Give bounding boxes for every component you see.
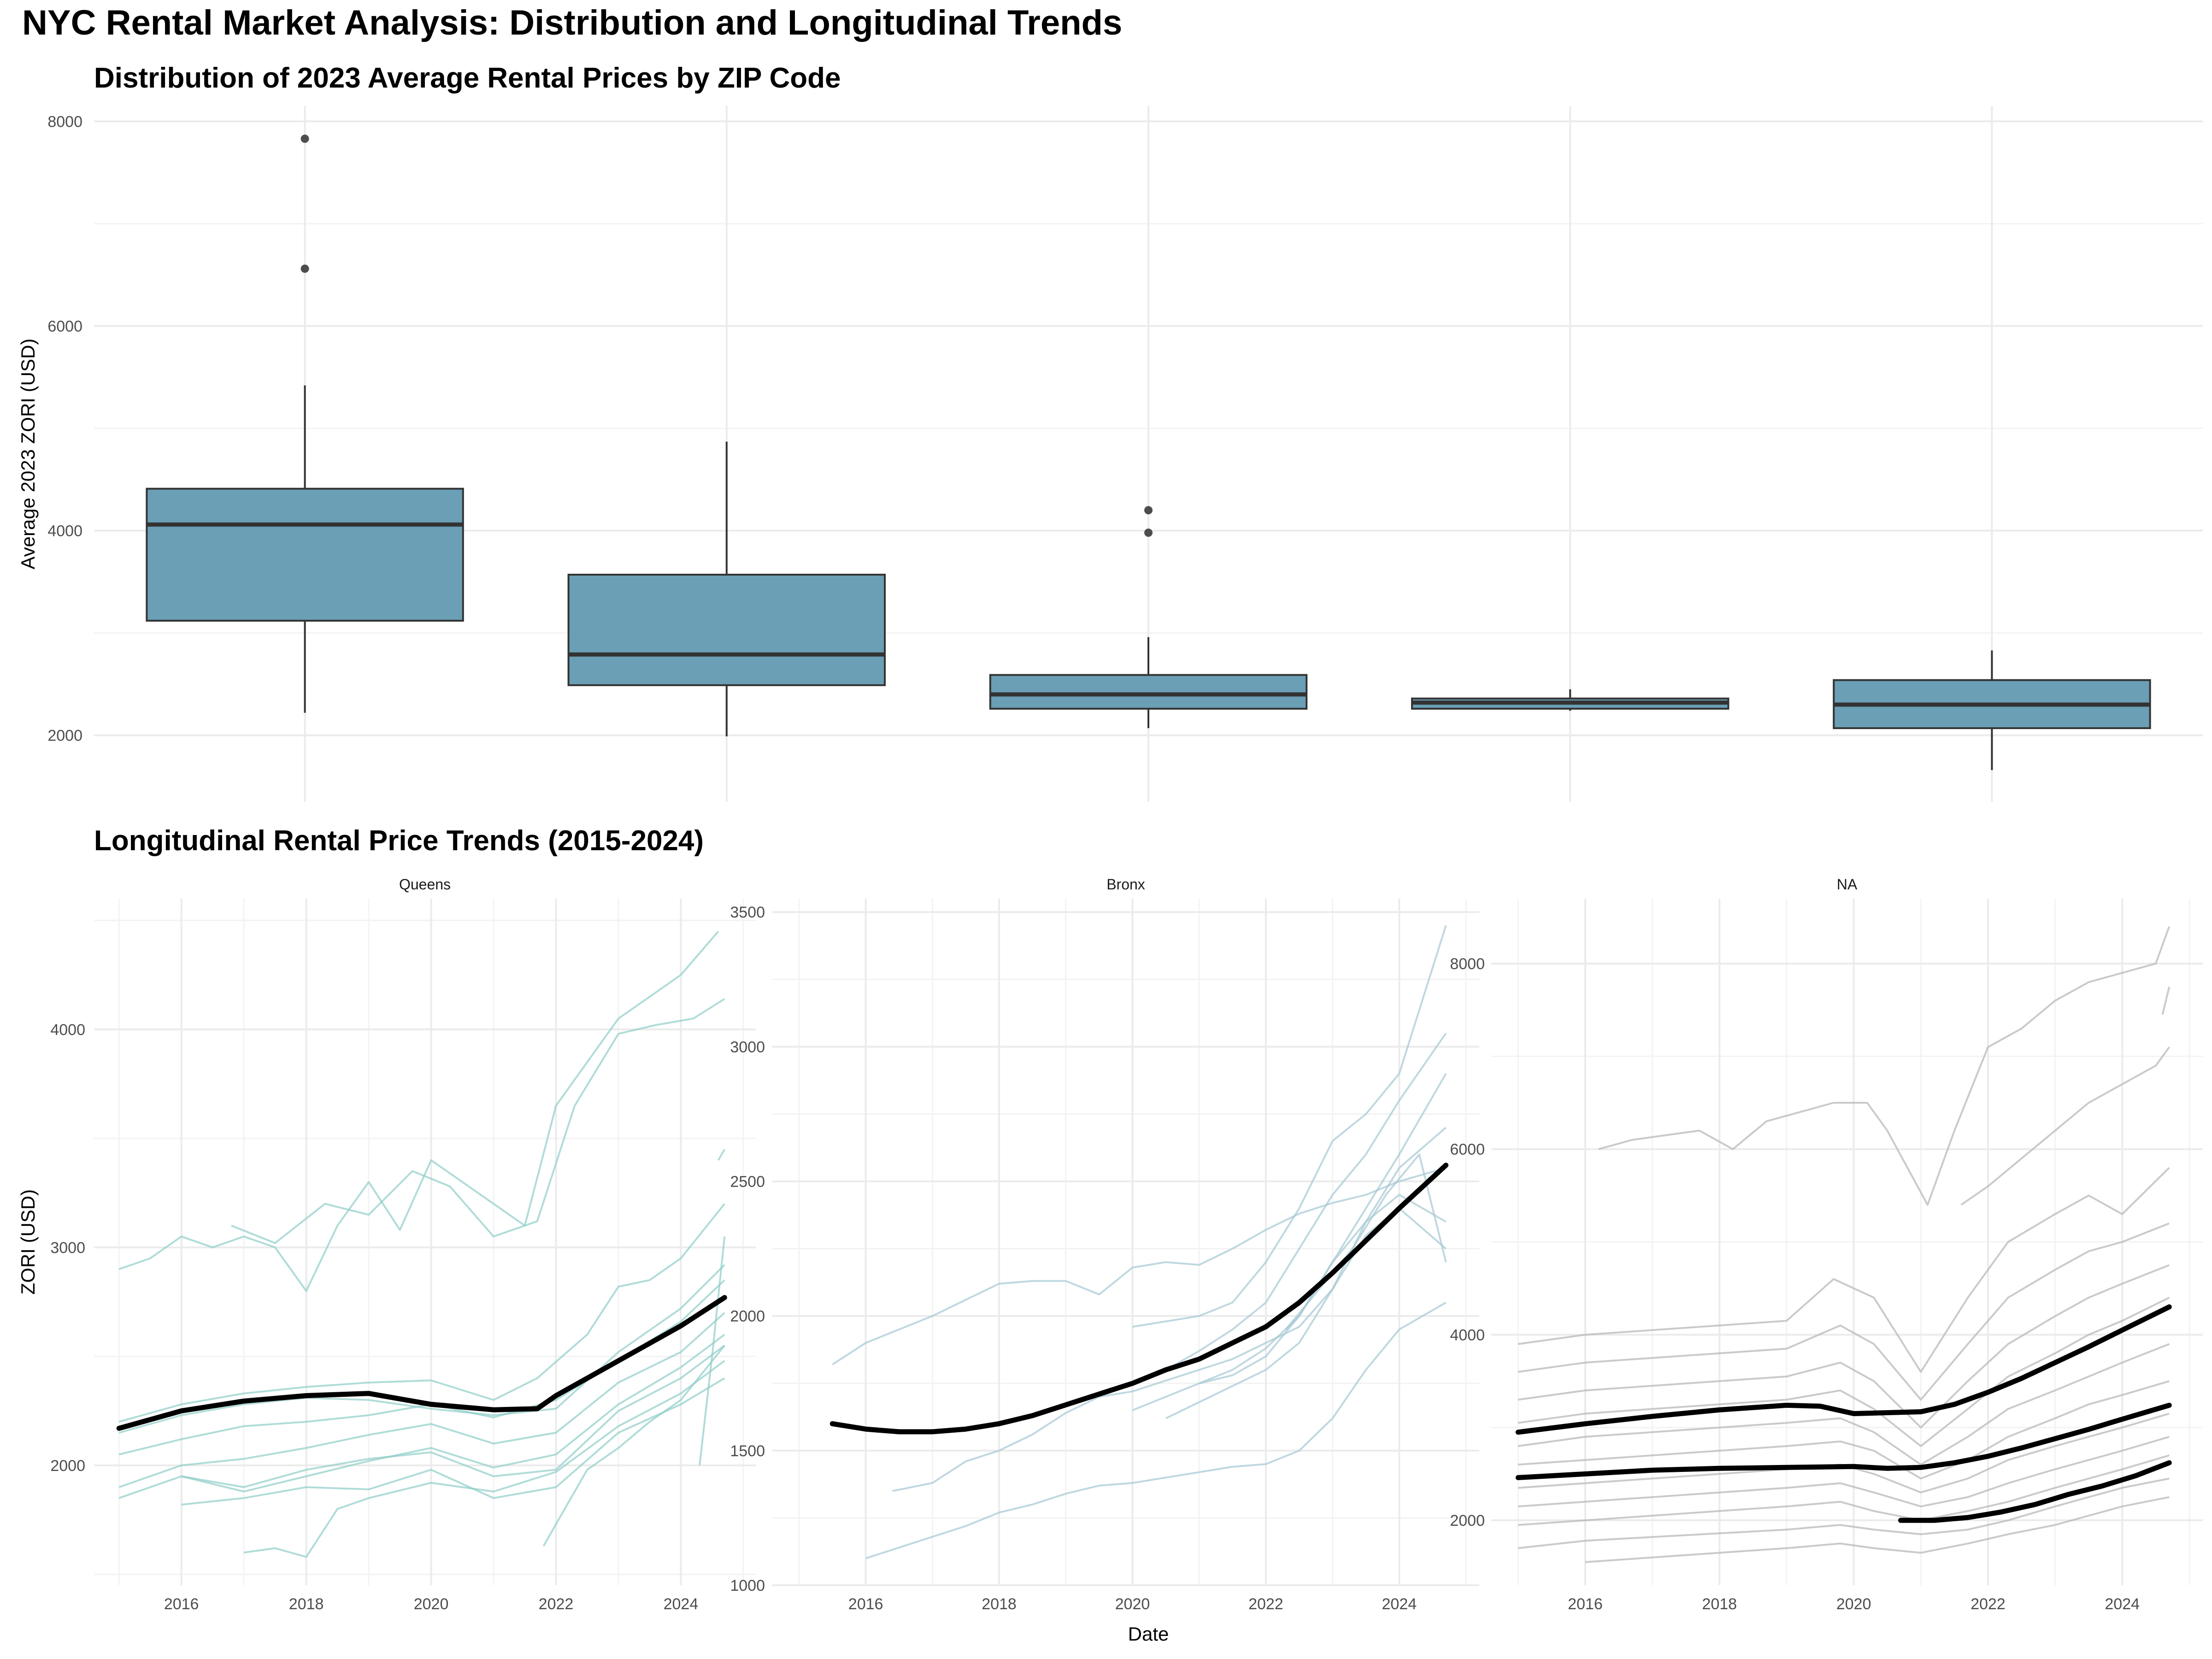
facet-x-tick-label: 2018 — [982, 1595, 1017, 1613]
facet-x-tick-label: 2022 — [1248, 1595, 1283, 1613]
facet-series-line — [717, 1149, 726, 1161]
facet-panel-bronx: Bronx 1000 1500 2000 2500 3000 3500 2016 2018 202… — [730, 876, 1479, 1613]
facet-series-line — [181, 1377, 725, 1506]
box-body — [567, 574, 886, 686]
box-outlier-point — [300, 135, 309, 143]
facet-series-line — [1285, 1153, 1447, 1330]
facet-y-tick-label: 8000 — [1450, 955, 1485, 973]
facet-x-tick-label: 2020 — [1836, 1595, 1871, 1613]
trend-chart-title: Longitudinal Rental Price Trends (2015-2… — [94, 825, 704, 857]
facet-x-tick-label: 2024 — [1382, 1595, 1417, 1613]
facet-y-tick-label: 6000 — [1450, 1141, 1485, 1159]
facet-series-line — [118, 1312, 725, 1488]
trend-y-axis-label: ZORI (USD) — [17, 1189, 39, 1295]
facet-series-line — [118, 1264, 725, 1434]
facet-y-tick-label: 1500 — [730, 1442, 765, 1460]
facet-series-line — [118, 1203, 725, 1423]
facet-y-tick-label: 3000 — [50, 1239, 85, 1257]
facet-x-tick-label: 2024 — [2105, 1595, 2140, 1613]
box-body — [146, 488, 464, 622]
facet-series-line — [1960, 1047, 2170, 1206]
box-y-axis-label: Average 2023 ZORI (USD) — [17, 338, 39, 569]
facet-trend-line — [1515, 1402, 2172, 1480]
facet-series-line — [118, 1334, 725, 1499]
facet-trend-line — [116, 1295, 727, 1431]
facet-y-tick-label: 4000 — [1450, 1326, 1485, 1344]
box-outlier-point — [300, 265, 309, 273]
facet-x-tick-label: 2018 — [1702, 1595, 1737, 1613]
facet-panel-queens: Queens 2000 3000 4000 2016 2018 2020 2022 2024 — [50, 876, 756, 1613]
facet-series-line — [243, 1360, 725, 1558]
facet-x-tick-label: 2024 — [664, 1595, 699, 1613]
facet-x-tick-label: 2016 — [1568, 1595, 1603, 1613]
facet-series-line — [1518, 1167, 2170, 1373]
box-item — [146, 135, 464, 713]
facet-strip-label: NA — [1837, 876, 1858, 893]
facet-trend-line — [1515, 1304, 2172, 1435]
facet-x-tick-label: 2018 — [289, 1595, 324, 1613]
box-item — [1411, 689, 1730, 711]
facet-series-line — [832, 1167, 1447, 1365]
facet-series-line — [542, 1345, 725, 1547]
facet-series-line — [1132, 925, 1447, 1328]
box-item — [567, 441, 886, 736]
facet-series-line — [1518, 1380, 2170, 1480]
facet-series-line — [1518, 1477, 2170, 1549]
facet-y-tick-label: 3000 — [730, 1038, 765, 1056]
facet-series-line — [1518, 1412, 2170, 1494]
facet-series-line — [865, 1301, 1447, 1559]
figure-title: NYC Rental Market Analysis: Distribution… — [22, 3, 1122, 42]
trend-x-axis-label: Date — [1128, 1623, 1169, 1645]
facet-x-tick-label: 2022 — [1971, 1595, 2006, 1613]
facet-series-line — [118, 930, 719, 1292]
facet-series-line — [1518, 1343, 2170, 1466]
facet-series-line — [1518, 1435, 2170, 1507]
box-plot-panel: 2000 4000 6000 8000 Average 2023 ZORI (USD) — [17, 106, 2203, 802]
facet-series-line — [1518, 1297, 2170, 1447]
box-item — [1833, 650, 2151, 771]
facet-series-line — [1585, 1496, 2170, 1563]
box-outlier-point — [1144, 528, 1153, 537]
facet-y-tick-label: 2000 — [730, 1308, 765, 1325]
facet-y-tick-label: 2000 — [1450, 1512, 1485, 1530]
box-y-tick-label: 8000 — [47, 113, 82, 130]
box-item — [989, 506, 1308, 729]
box-chart-title: Distribution of 2023 Average Rental Pric… — [94, 62, 841, 94]
facet-trend-line — [1898, 1460, 2172, 1523]
facet-x-tick-label: 2020 — [414, 1595, 449, 1613]
facet-panel-na: NA 2000 4000 6000 8000 2016 2018 2020 2022 2024 — [1450, 876, 2203, 1613]
box-y-tick-label: 4000 — [47, 523, 82, 540]
box-y-tick-label: 6000 — [47, 318, 82, 335]
facet-y-tick-label: 2000 — [50, 1457, 85, 1475]
box-outlier-point — [1144, 506, 1153, 515]
facet-x-tick-label: 2020 — [1115, 1595, 1150, 1613]
box-y-tick-label: 2000 — [47, 727, 82, 745]
facet-series-line — [2161, 986, 2171, 1015]
facet-y-tick-label: 1000 — [730, 1577, 765, 1594]
box-body — [989, 674, 1308, 710]
facet-series-line — [1518, 1264, 2170, 1429]
facet-trend-line — [830, 1163, 1449, 1435]
facet-x-tick-label: 2016 — [164, 1595, 199, 1613]
facet-x-tick-label: 2016 — [848, 1595, 883, 1613]
facet-series-line — [699, 1236, 726, 1466]
facet-series-line — [1518, 1454, 2170, 1526]
facet-series-line — [892, 1127, 1447, 1492]
facet-y-tick-label: 4000 — [50, 1021, 85, 1039]
facet-series-line — [1132, 1194, 1447, 1412]
facet-strip-label: Bronx — [1106, 876, 1145, 893]
facet-series-line — [181, 1345, 725, 1488]
facet-x-tick-label: 2022 — [539, 1595, 574, 1613]
facet-series-line — [231, 998, 725, 1244]
facet-series-line — [1518, 1222, 2170, 1401]
facet-strip-label: Queens — [399, 876, 451, 893]
facet-y-tick-label: 3500 — [730, 904, 765, 921]
facet-series-line — [1598, 926, 2171, 1206]
facet-y-tick-label: 2500 — [730, 1173, 765, 1191]
